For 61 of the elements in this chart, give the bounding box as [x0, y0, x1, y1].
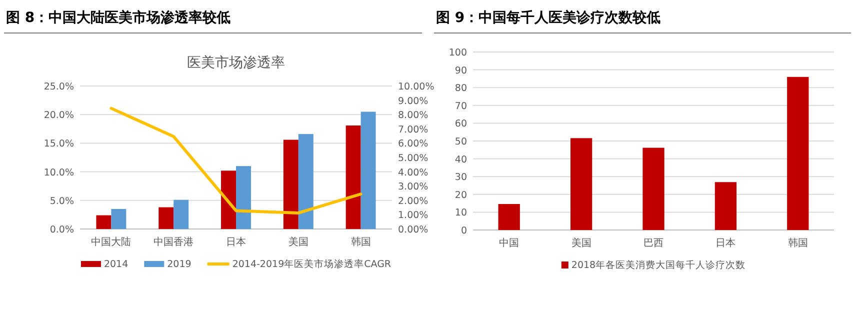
y2-tick-label: 5.00%	[398, 153, 428, 164]
y-tick-label: 80	[454, 83, 467, 94]
bar	[787, 76, 809, 230]
bar	[96, 215, 112, 229]
y2-tick-label: 3.00%	[398, 182, 428, 193]
x-tick-label: 巴西	[644, 238, 664, 249]
y2-tick-label: 9.00%	[398, 96, 428, 107]
y2-tick-label: 8.00%	[398, 110, 428, 122]
x-tick-label: 日本	[716, 237, 736, 249]
bar	[298, 134, 314, 229]
y2-tick-label: 0.00%	[398, 224, 428, 236]
bar	[221, 170, 236, 229]
x-tick-label: 中国大陆	[91, 236, 132, 248]
bar	[346, 125, 361, 229]
y-tick-label: 0.0%	[50, 224, 74, 236]
y-tick-label: 50	[454, 136, 467, 148]
y2-tick-label: 4.00%	[398, 167, 428, 178]
y2-tick-label: 2.00%	[398, 196, 428, 207]
bar	[111, 208, 126, 229]
y-tick-label: 25.0%	[44, 82, 74, 92]
legend-label: 2014-2019年医美市场渗透率CAGR	[232, 258, 392, 270]
bar	[498, 204, 520, 230]
x-tick-label: 美国	[571, 237, 592, 249]
y-tick-label: 15.0%	[44, 138, 74, 150]
y-tick-label: 60	[454, 118, 467, 130]
y-tick-label: 5.0%	[50, 196, 74, 207]
x-tick-label: 韩国	[350, 236, 371, 248]
y2-tick-label: 6.00%	[398, 138, 428, 150]
y-tick-label: 30	[454, 172, 467, 184]
bar	[174, 200, 189, 229]
bar	[360, 112, 376, 229]
line-series	[110, 106, 362, 214]
x-tick-label: 韩国	[788, 237, 808, 249]
y-tick-label: 20	[454, 190, 467, 201]
y-tick-label: 90	[454, 65, 467, 76]
chart-title: 图 9：中国每千人医美诊疗次数较低	[436, 9, 661, 26]
x-tick-label: 美国	[288, 236, 308, 248]
bar	[714, 182, 737, 230]
y-tick-label: 20.0%	[44, 110, 74, 122]
chart-subtitle: 医美市场渗透率	[187, 55, 285, 71]
y-tick-label: 10	[454, 208, 467, 219]
y2-tick-label: 7.00%	[398, 124, 428, 136]
x-tick-label: 中国	[499, 237, 520, 249]
bar	[283, 140, 298, 229]
x-tick-label: 中国香港	[154, 236, 194, 248]
bar	[158, 207, 174, 229]
y-tick-label: 40	[454, 154, 467, 166]
bar	[236, 166, 251, 229]
y-tick-label: 100	[448, 48, 467, 58]
y-tick-label: 0	[460, 226, 467, 236]
chart-title: 图 8：中国大陆医美市场渗透率较低	[6, 9, 231, 26]
bar	[642, 148, 664, 230]
bar	[570, 138, 592, 230]
x-tick-label: 日本	[226, 236, 246, 248]
legend-label: 2014	[104, 259, 128, 270]
y-tick-label: 10.0%	[44, 167, 74, 178]
legend-label: 2019	[167, 259, 192, 270]
y2-tick-label: 1.00%	[398, 210, 428, 222]
y2-tick-label: 10.00%	[398, 82, 434, 92]
y-tick-label: 70	[454, 100, 467, 112]
legend-label: 2018年各医美消费大国每千人诊疗次数	[571, 259, 746, 271]
